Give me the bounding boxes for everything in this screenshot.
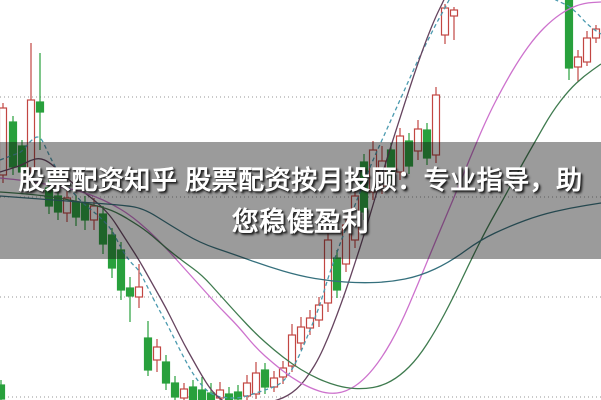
candle-up-hollow (582, 37, 592, 63)
ma-dark-green (0, 63, 601, 390)
candle-up-hollow (242, 382, 252, 397)
candle-down-filled (8, 121, 18, 168)
candle-down-filled (188, 386, 198, 400)
headline-line-2: 您稳健盈利 (231, 206, 370, 237)
candle-down-filled (107, 234, 117, 269)
candle-down-filled (161, 361, 171, 384)
candle-down-filled (98, 213, 108, 245)
candle-up-hollow (26, 99, 36, 169)
candle-down-filled (35, 101, 45, 113)
candle-down-filled (116, 249, 126, 291)
candle-down-filled (359, 161, 369, 213)
ma-dark-teal (0, 195, 601, 284)
candle-up-hollow (296, 326, 306, 344)
candle-up-hollow (341, 224, 351, 265)
candle-down-filled (233, 391, 243, 400)
candle-up-hollow (251, 372, 261, 395)
candle-down-filled (404, 140, 414, 167)
candle-down-filled (0, 384, 6, 400)
candle-up-hollow (323, 239, 333, 304)
candle-up-hollow (350, 195, 360, 241)
candle-up-hollow (368, 149, 378, 193)
candle-down-filled (260, 369, 270, 388)
headline-banner: 股票配资知乎 股票配资按月投顾：专业指导，助 您稳健盈利 (0, 142, 601, 259)
candle-up-hollow (62, 197, 72, 214)
candle-down-filled (386, 149, 396, 179)
candle-down-filled (332, 257, 342, 291)
candle-up-hollow (278, 367, 288, 378)
candle-up-hollow (431, 94, 441, 156)
headline-line-1: 股票配资知乎 股票配资按月投顾：专业指导，助 (18, 164, 583, 195)
candle-up-hollow (152, 346, 162, 361)
candle-down-filled (143, 337, 153, 371)
candle-up-hollow (395, 135, 405, 173)
candle-up-hollow (573, 56, 583, 68)
candle-up-hollow (89, 205, 99, 221)
candle-down-filled (197, 389, 207, 400)
candle-up-hollow (314, 304, 324, 321)
candle-down-filled (422, 129, 432, 159)
candle-up-hollow (179, 388, 189, 399)
candle-down-filled (170, 382, 180, 398)
candle-down-filled (53, 195, 63, 213)
candle-up-hollow (134, 286, 144, 298)
ma-purple (0, 0, 445, 400)
candle-up-hollow (269, 377, 279, 388)
candle-down-filled (224, 393, 234, 400)
candle-down-filled (564, 0, 574, 69)
candle-up-hollow (0, 107, 8, 176)
candle-up-hollow (449, 9, 459, 17)
candle-up-hollow (287, 334, 297, 367)
candle-down-filled (125, 287, 135, 297)
candle-down-filled (17, 145, 27, 173)
candle-up-hollow (413, 128, 423, 152)
